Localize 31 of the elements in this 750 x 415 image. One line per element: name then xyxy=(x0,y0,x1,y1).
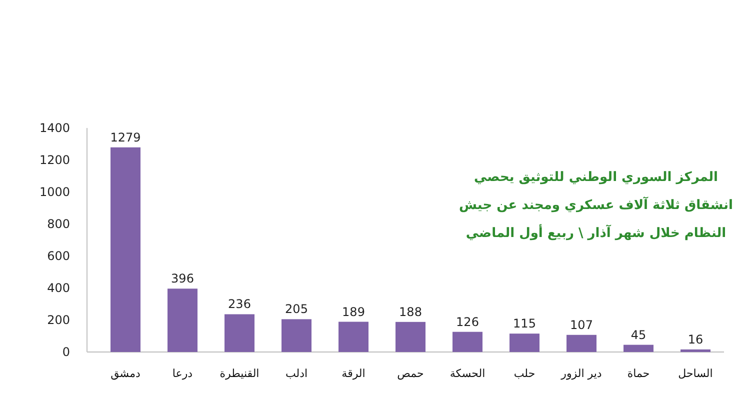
y-tick-label: 600 xyxy=(47,249,70,263)
y-tick-label: 0 xyxy=(62,345,70,359)
x-tick-label: دمشق xyxy=(110,367,140,380)
title: المركز السوري الوطني للتوثيق يحصي انشقاق ثلاثة آلاف عسكري ومجند عن جيش النظام خلال شهر آذار \ ربيع أول الماضي xyxy=(459,170,733,241)
data-label: 236 xyxy=(228,297,251,312)
x-tick-label: الرقة xyxy=(342,367,366,380)
data-label: 189 xyxy=(342,304,365,319)
y-tick-label: 1000 xyxy=(39,185,70,199)
x-tick-label: درعا xyxy=(172,367,193,380)
x-tick-label: ادلب xyxy=(285,367,308,380)
y-tick-label: 200 xyxy=(47,313,70,327)
data-label: 188 xyxy=(399,304,422,319)
x-tick-label: حماة xyxy=(627,367,650,380)
data-label: 107 xyxy=(570,318,593,332)
y-tick-label: 1400 xyxy=(39,121,70,135)
data-label: 115 xyxy=(513,316,536,331)
x-tick-label: دير الزور xyxy=(560,367,602,380)
x-tick-label: حلب xyxy=(514,367,536,380)
y-tick-label: 800 xyxy=(47,217,70,231)
data-label: 16 xyxy=(688,332,704,346)
y-tick-label: 1200 xyxy=(39,153,70,167)
data-label: 205 xyxy=(285,302,308,316)
x-tick-label: القنيطرة xyxy=(220,367,260,380)
data-label: 126 xyxy=(456,314,479,329)
data-label: 1279 xyxy=(110,130,141,144)
x-tick-label: الحسكة xyxy=(450,367,486,380)
data-label: 396 xyxy=(171,272,194,286)
x-tick-label: الساحل xyxy=(678,367,713,380)
data-label: 45 xyxy=(630,328,646,342)
x-tick-label: حمص xyxy=(397,367,424,380)
y-tick-label: 400 xyxy=(47,281,70,295)
